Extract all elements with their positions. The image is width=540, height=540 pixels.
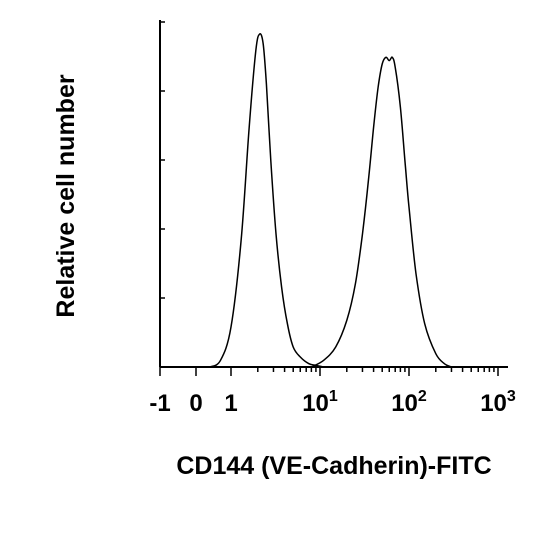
- x-tick-exponent: 2: [418, 388, 427, 405]
- x-tick-label: 1: [224, 390, 237, 417]
- x-tick-label: -1: [149, 390, 170, 417]
- histogram-series-2: [311, 56, 452, 368]
- x-tick-exponent: 3: [507, 388, 516, 405]
- histogram-series-1: [209, 33, 324, 368]
- x-tick-label: 103: [480, 388, 516, 417]
- x-axis-title: CD144 (VE-Cadherin)-FITC: [176, 452, 491, 480]
- x-tick-label: 102: [391, 388, 427, 417]
- x-tick-labels: -1 0 1 101 102 103: [149, 388, 516, 417]
- series-layer: [209, 33, 452, 368]
- x-tick-exponent: 1: [329, 388, 338, 405]
- y-axis-title: Relative cell number: [52, 74, 80, 317]
- y-axis: [159, 20, 165, 368]
- x-tick-label: 101: [302, 388, 338, 417]
- x-axis: [159, 366, 508, 376]
- x-tick-label: 0: [189, 390, 202, 417]
